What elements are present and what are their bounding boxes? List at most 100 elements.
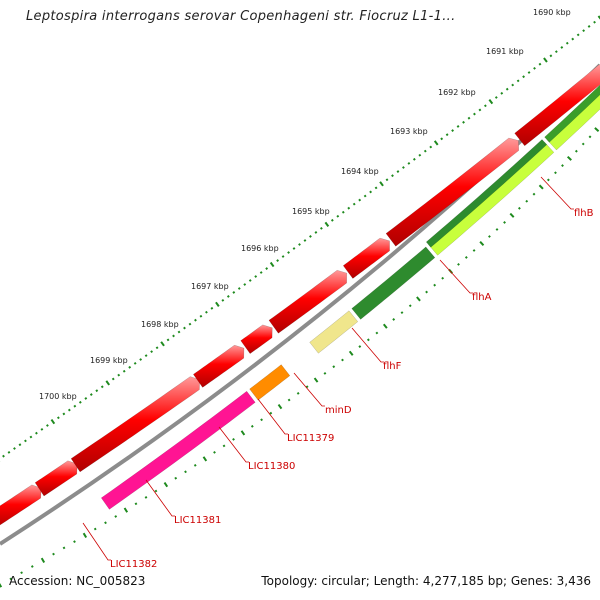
ruler-minor-tick	[232, 291, 236, 294]
ruler-label-1692: 1692 kbp	[438, 88, 476, 97]
inner-tick	[566, 155, 572, 161]
leader-line-LIC11379	[257, 398, 288, 435]
ruler-label-1695: 1695 kbp	[292, 207, 330, 216]
ruler-minor-tick	[429, 145, 433, 149]
ruler-minor-tick	[122, 369, 126, 373]
ruler-minor-tick	[319, 226, 323, 230]
ruler-major-tick	[50, 419, 56, 425]
ruler-minor-tick	[341, 210, 345, 214]
kbp-ruler	[0, 15, 600, 462]
forward-gene-1[interactable]	[34, 460, 78, 497]
ruler-major-tick	[160, 341, 165, 347]
ruler-minor-tick	[67, 408, 71, 412]
inner-tick	[509, 212, 515, 218]
inner-tick	[425, 290, 428, 294]
gene-label-flhF[interactable]: flhF	[383, 361, 402, 372]
ruler-minor-tick	[560, 46, 564, 49]
ruler-minor-tick	[24, 439, 27, 443]
ruler-major-tick	[324, 221, 330, 227]
ruler-minor-tick	[194, 318, 197, 322]
ruler-minor-tick	[440, 137, 444, 141]
forward-gene-2[interactable]	[70, 376, 200, 473]
gene-flhB-dark[interactable]	[544, 58, 600, 143]
ruler-minor-tick	[226, 295, 230, 298]
ruler-minor-tick	[516, 79, 520, 83]
ruler-minor-tick	[62, 412, 66, 416]
ruler-minor-tick	[150, 350, 154, 354]
gene-label-LIC11380[interactable]: LIC11380	[248, 461, 295, 472]
inner-tick	[232, 438, 235, 441]
ruler-minor-tick	[254, 275, 258, 278]
ruler-label-1698: 1698 kbp	[141, 320, 179, 329]
inner-tick	[134, 502, 138, 506]
ruler-minor-tick	[358, 198, 362, 202]
inner-tick	[62, 546, 66, 550]
forward-gene-7[interactable]	[385, 137, 520, 247]
reverse-gene-track	[100, 58, 600, 510]
inner-tick	[154, 489, 158, 493]
forward-gene-4[interactable]	[240, 324, 273, 354]
ruler-minor-tick	[483, 104, 487, 108]
gene-label-flhA[interactable]: flhA	[472, 292, 492, 303]
gene-minD[interactable]	[309, 310, 359, 354]
ruler-minor-tick	[139, 358, 143, 361]
ruler-major-tick	[269, 261, 275, 268]
forward-gene-5[interactable]	[268, 269, 347, 334]
gene-label-LIC11381[interactable]: LIC11381	[174, 515, 221, 526]
forward-gene-6[interactable]	[342, 237, 390, 279]
ruler-minor-tick	[177, 330, 181, 334]
ruler-minor-tick	[199, 314, 203, 318]
ruler-minor-tick	[35, 431, 38, 435]
inner-tick	[348, 350, 354, 356]
ruler-minor-tick	[565, 41, 569, 45]
inner-tick	[594, 127, 600, 132]
ruler-minor-tick	[576, 33, 580, 37]
ruler-major-tick	[543, 57, 548, 63]
ruler-major-tick	[379, 181, 384, 187]
gene-label-LIC11379[interactable]: LIC11379	[287, 433, 334, 444]
ruler-minor-tick	[100, 385, 104, 389]
inner-tick	[0, 582, 3, 588]
ruler-minor-tick	[128, 365, 132, 369]
gene-LIC11381[interactable]	[100, 390, 256, 510]
forward-gene-0[interactable]	[0, 484, 42, 529]
ruler-minor-tick	[78, 400, 82, 404]
forward-gene-8[interactable]	[514, 64, 600, 147]
gene-flhA[interactable]	[425, 139, 548, 248]
inner-tick	[222, 444, 226, 448]
inner-tick	[479, 240, 485, 247]
genome-title: Leptospira interrogans serovar Copenhage…	[26, 9, 456, 24]
gene-label-leaders	[82, 176, 574, 561]
gene-LIC11380[interactable]	[249, 364, 291, 401]
ruler-minor-tick	[511, 83, 515, 87]
inner-tick	[532, 192, 536, 196]
ruler-minor-tick	[336, 214, 340, 218]
inner-tick	[495, 228, 499, 231]
gene-flhF[interactable]	[351, 246, 436, 320]
ruler-minor-tick	[46, 424, 49, 427]
inner-tick	[323, 371, 327, 375]
inner-tick	[433, 283, 437, 287]
gene-label-minD[interactable]: minD	[325, 405, 352, 416]
ruler-minor-tick	[451, 129, 455, 132]
gene-label-LIC11382[interactable]: LIC11382	[110, 559, 157, 570]
inner-tick	[184, 470, 187, 474]
ruler-minor-tick	[172, 334, 175, 338]
ruler-minor-tick	[56, 416, 60, 420]
inner-tick	[400, 311, 404, 315]
ruler-minor-tick	[396, 170, 400, 173]
ruler-major-tick	[488, 99, 494, 105]
ruler-labels: 1690 kbp 1691 kbp 1692 kbp 1693 kbp 1694…	[39, 8, 571, 401]
gene-label-flhB[interactable]: flhB	[574, 208, 594, 219]
ruler-minor-tick	[13, 447, 16, 450]
forward-gene-3[interactable]	[193, 344, 245, 388]
ruler-minor-tick	[298, 243, 301, 246]
ruler-minor-tick	[456, 125, 460, 128]
inner-tick	[269, 411, 273, 415]
leader-line-flhA	[439, 259, 473, 294]
inner-tick	[472, 249, 476, 252]
inner-tick	[525, 199, 529, 203]
ruler-minor-tick	[210, 306, 214, 310]
ruler-minor-tick	[183, 326, 186, 330]
ruler-minor-tick	[418, 153, 422, 157]
